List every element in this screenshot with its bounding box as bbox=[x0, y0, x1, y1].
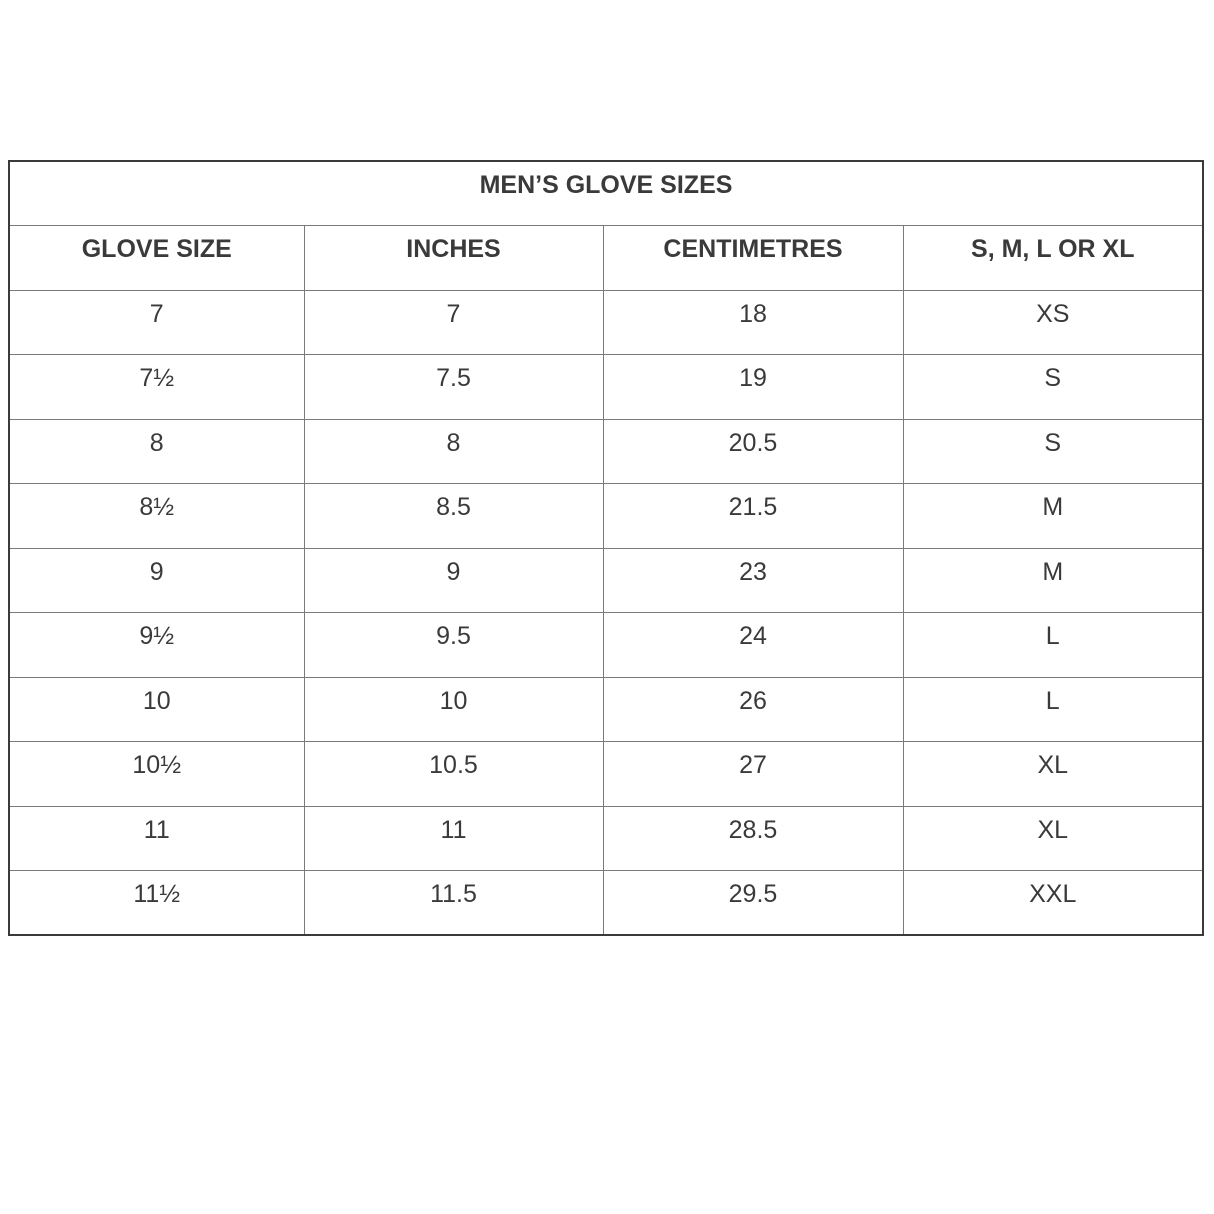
glove-size-cell: 10 bbox=[8, 676, 305, 742]
inches-cell: 11.5 bbox=[303, 870, 604, 936]
glove-size-cell: 10½ bbox=[8, 741, 305, 807]
centimetres-cell: 20.5 bbox=[602, 418, 904, 484]
glove-size-cell: 9 bbox=[8, 547, 305, 613]
centimetres-cell: 27 bbox=[602, 741, 904, 807]
table-row: 10 10 26 L bbox=[8, 676, 1204, 742]
letter-size-cell: M bbox=[902, 483, 1204, 549]
table-title: MEN’S GLOVE SIZES bbox=[8, 160, 1204, 226]
table-row: 10½ 10.5 27 XL bbox=[8, 741, 1204, 807]
header-row: GLOVE SIZE INCHES CENTIMETRES S, M, L OR… bbox=[8, 225, 1204, 291]
column-header-glove-size: GLOVE SIZE bbox=[8, 225, 305, 291]
centimetres-cell: 23 bbox=[602, 547, 904, 613]
inches-cell: 8 bbox=[303, 418, 604, 484]
centimetres-cell: 18 bbox=[602, 289, 904, 355]
glove-size-table: MEN’S GLOVE SIZES GLOVE SIZE INCHES CENT… bbox=[8, 160, 1205, 936]
letter-size-cell: XXL bbox=[902, 870, 1204, 936]
inches-cell: 9 bbox=[303, 547, 604, 613]
glove-size-cell: 7½ bbox=[8, 354, 305, 420]
table-row: 8 8 20.5 S bbox=[8, 418, 1204, 484]
table-row: 8½ 8.5 21.5 M bbox=[8, 483, 1204, 549]
inches-cell: 9.5 bbox=[303, 612, 604, 678]
glove-size-cell: 8 bbox=[8, 418, 305, 484]
glove-size-cell: 11½ bbox=[8, 870, 305, 936]
letter-size-cell: L bbox=[902, 612, 1204, 678]
centimetres-cell: 26 bbox=[602, 676, 904, 742]
glove-size-cell: 9½ bbox=[8, 612, 305, 678]
inches-cell: 11 bbox=[303, 805, 604, 871]
centimetres-cell: 24 bbox=[602, 612, 904, 678]
table-row: 7 7 18 XS bbox=[8, 289, 1204, 355]
title-row: MEN’S GLOVE SIZES bbox=[8, 160, 1204, 226]
centimetres-cell: 21.5 bbox=[602, 483, 904, 549]
table-row: 7½ 7.5 19 S bbox=[8, 354, 1204, 420]
inches-cell: 7 bbox=[303, 289, 604, 355]
glove-size-cell: 7 bbox=[8, 289, 305, 355]
letter-size-cell: S bbox=[902, 418, 1204, 484]
inches-cell: 8.5 bbox=[303, 483, 604, 549]
column-header-inches: INCHES bbox=[303, 225, 604, 291]
table-row: 9½ 9.5 24 L bbox=[8, 612, 1204, 678]
letter-size-cell: S bbox=[902, 354, 1204, 420]
inches-cell: 7.5 bbox=[303, 354, 604, 420]
glove-size-cell: 8½ bbox=[8, 483, 305, 549]
letter-size-cell: XL bbox=[902, 805, 1204, 871]
inches-cell: 10 bbox=[303, 676, 604, 742]
letter-size-cell: L bbox=[902, 676, 1204, 742]
centimetres-cell: 28.5 bbox=[602, 805, 904, 871]
table-row: 11½ 11.5 29.5 XXL bbox=[8, 870, 1204, 936]
letter-size-cell: XS bbox=[902, 289, 1204, 355]
centimetres-cell: 29.5 bbox=[602, 870, 904, 936]
column-header-letter-size: S, M, L OR XL bbox=[902, 225, 1204, 291]
table-row: 11 11 28.5 XL bbox=[8, 805, 1204, 871]
glove-size-cell: 11 bbox=[8, 805, 305, 871]
column-header-centimetres: CENTIMETRES bbox=[602, 225, 904, 291]
centimetres-cell: 19 bbox=[602, 354, 904, 420]
letter-size-cell: XL bbox=[902, 741, 1204, 807]
table-row: 9 9 23 M bbox=[8, 547, 1204, 613]
inches-cell: 10.5 bbox=[303, 741, 604, 807]
letter-size-cell: M bbox=[902, 547, 1204, 613]
